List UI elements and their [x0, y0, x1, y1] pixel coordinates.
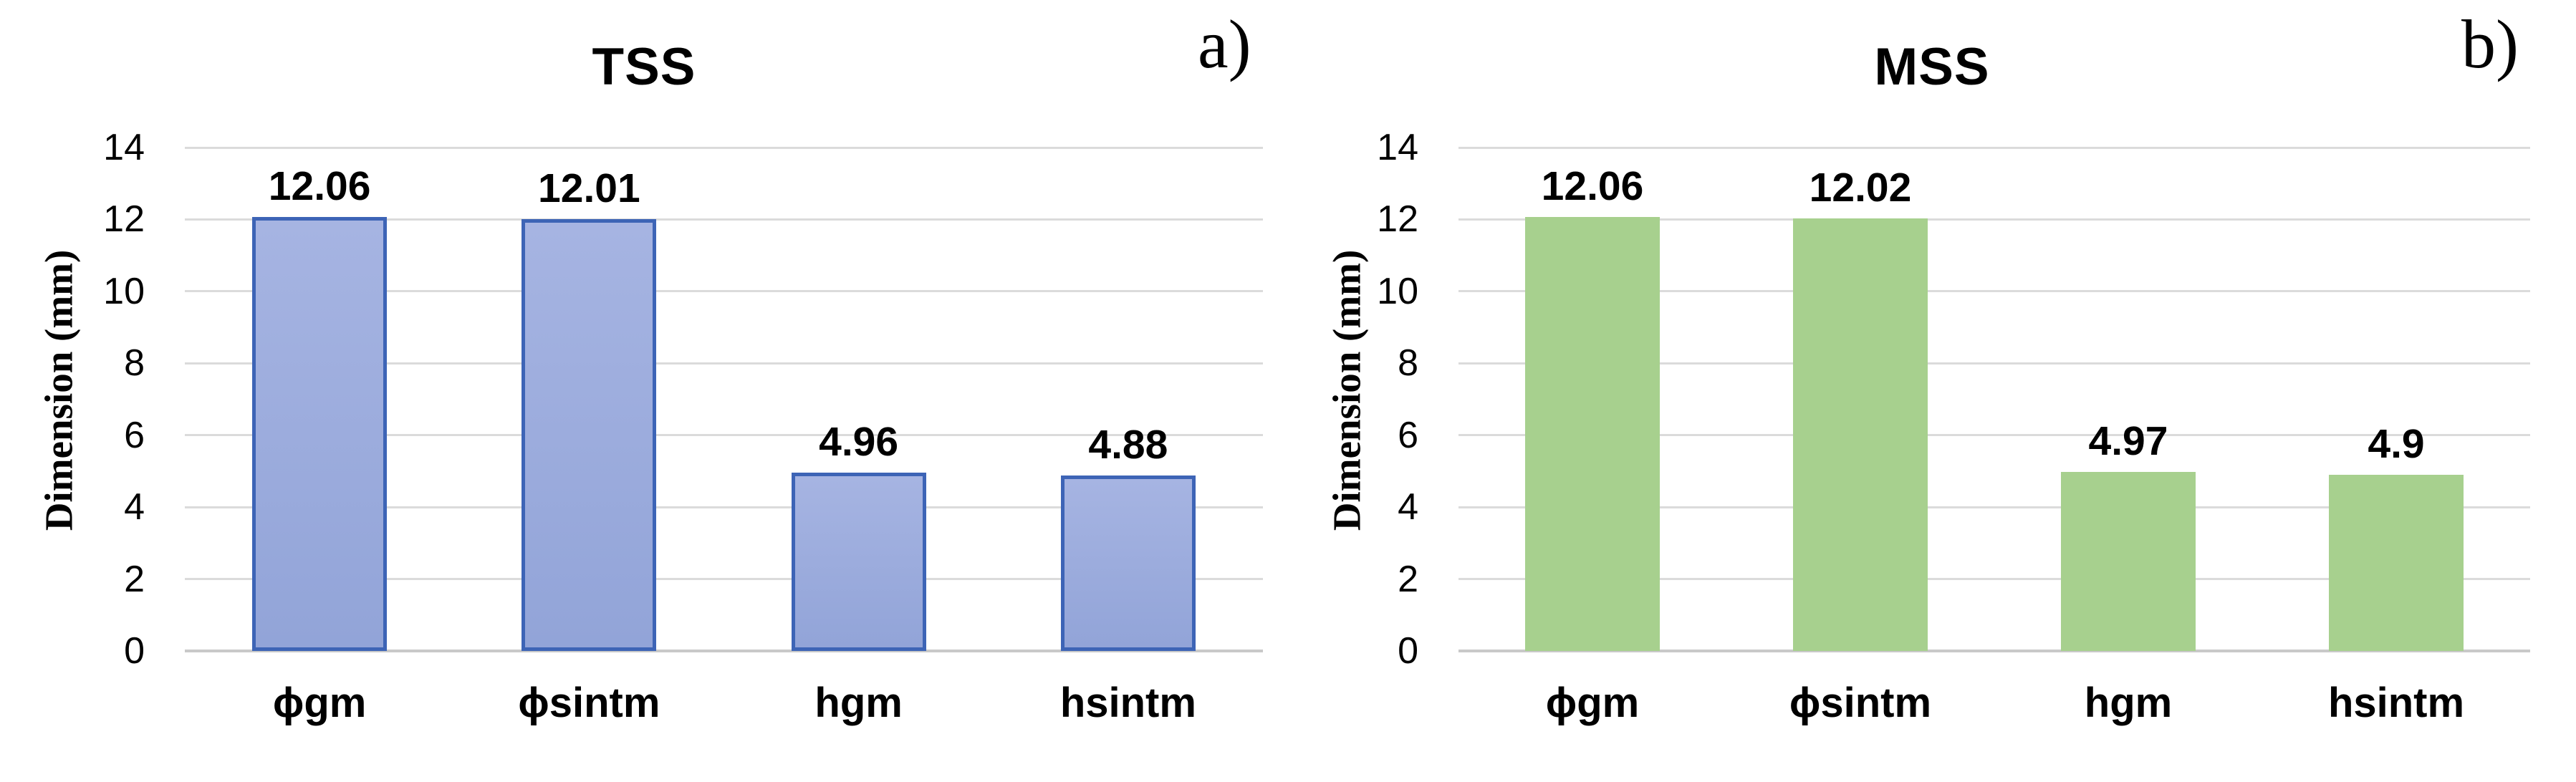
bar-tss-3 — [1060, 475, 1196, 651]
y-tick-label-2: 2 — [124, 558, 145, 600]
bar-mss-0 — [1525, 217, 1660, 651]
chart-title-mss: MSS — [1874, 38, 1990, 96]
y-tick-label-4: 4 — [1398, 486, 1418, 528]
gridline-y-2 — [1458, 578, 2530, 581]
x-axis-line — [1458, 650, 2530, 652]
x-category-label-mss-3: hsintm — [2327, 680, 2465, 726]
y-tick-label-0: 0 — [124, 630, 145, 672]
x-category-label-tss-3: hsintm — [1059, 680, 1196, 726]
plot-area-tss: 12.06 12.01 4.96 4.88 — [185, 146, 1263, 652]
panel-letter-b: b) — [2461, 6, 2519, 82]
x-category-label-tss-0: ϕgm — [272, 680, 367, 726]
gridline-y-12 — [1458, 218, 2530, 221]
bar-mss-1 — [1793, 218, 1928, 651]
y-tick-label-0: 0 — [1398, 630, 1418, 672]
value-label-tss-0: 12.06 — [268, 163, 371, 210]
gridline-y-4 — [185, 506, 1263, 508]
x-category-label-tss-1: ϕsintm — [518, 680, 660, 726]
y-tick-label-10: 10 — [1377, 270, 1418, 312]
chart-panel-mss: MSS b) Dimension (mm) 12.06 12.02 4.97 4.9 … — [1288, 0, 2576, 782]
y-tick-label-2: 2 — [1398, 558, 1418, 600]
gridline-y-10 — [185, 290, 1263, 293]
y-tick-label-8: 8 — [124, 342, 145, 385]
y-tick-label-6: 6 — [1398, 414, 1418, 456]
gridline-y-8 — [185, 362, 1263, 365]
value-label-mss-3: 4.9 — [2368, 420, 2425, 467]
gridline-y-14 — [185, 146, 1263, 149]
bar-tss-0 — [252, 217, 388, 651]
gridline-y-10 — [1458, 290, 2530, 293]
y-tick-label-6: 6 — [124, 414, 145, 456]
gridline-y-6 — [1458, 434, 2530, 437]
x-category-label-mss-2: hgm — [2084, 680, 2173, 726]
x-category-label-mss-1: ϕsintm — [1789, 680, 1932, 726]
value-label-tss-1: 12.01 — [538, 165, 640, 211]
gridline-y-6 — [185, 434, 1263, 437]
gridline-y-4 — [1458, 506, 2530, 508]
gridline-y-2 — [185, 578, 1263, 581]
gridline-y-8 — [1458, 362, 2530, 365]
plot-area-mss: 12.06 12.02 4.97 4.9 — [1458, 146, 2530, 652]
bar-tss-1 — [522, 218, 657, 651]
x-category-label-tss-2: hgm — [814, 680, 903, 726]
chart-panel-tss: TSS a) Dimension (mm) 12.06 12.01 4.96 4.88… — [37, 6, 1263, 726]
gridline-y-12 — [185, 218, 1263, 221]
value-label-tss-3: 4.88 — [1088, 421, 1168, 468]
bar-mss-3 — [2329, 474, 2464, 651]
y-tick-label-14: 14 — [103, 127, 145, 168]
bar-tss-2 — [791, 472, 926, 651]
y-tick-label-12: 12 — [103, 198, 145, 241]
x-category-label-mss-0: ϕgm — [1545, 680, 1640, 726]
y-tick-label-4: 4 — [124, 486, 145, 528]
value-label-mss-2: 4.97 — [2088, 418, 2168, 465]
chart-title-tss: TSS — [592, 38, 696, 96]
value-label-mss-0: 12.06 — [1541, 163, 1644, 210]
value-label-tss-2: 4.96 — [819, 418, 899, 465]
y-tick-label-12: 12 — [1377, 198, 1418, 241]
bar-mss-2 — [2061, 472, 2196, 651]
y-tick-label-8: 8 — [1398, 342, 1418, 385]
y-tick-label-14: 14 — [1377, 127, 1418, 168]
gridline-y-14 — [1458, 146, 2530, 149]
panel-letter-a: a) — [1198, 6, 1251, 82]
x-axis-line — [185, 650, 1263, 652]
value-label-mss-1: 12.02 — [1809, 165, 1912, 211]
y-tick-label-10: 10 — [103, 270, 145, 312]
